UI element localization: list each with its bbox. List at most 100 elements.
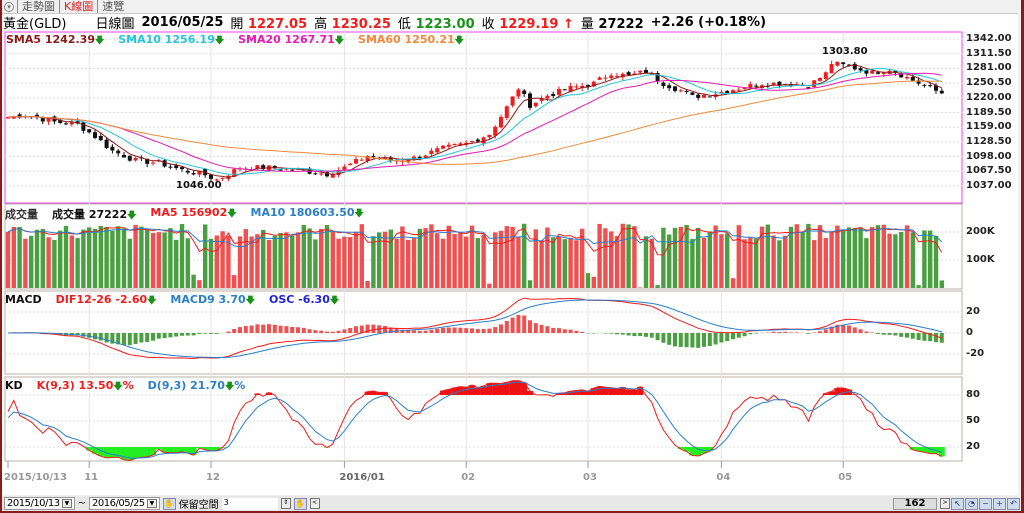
- candle-body: [330, 174, 335, 178]
- volume-bar: [690, 238, 695, 288]
- osc-bar: [876, 333, 880, 334]
- candle-body: [423, 155, 428, 159]
- volume-bar: [17, 227, 22, 288]
- osc-bar: [191, 333, 196, 336]
- scroll-left-button[interactable]: <: [309, 498, 320, 509]
- volume-bar: [34, 229, 40, 288]
- kd-oversold-fill: [202, 447, 209, 450]
- kd-oversold-fill: [921, 447, 928, 453]
- price-tick-label: 1189.50: [966, 106, 1012, 118]
- volume-bar: [290, 235, 295, 288]
- price-tick-label: 1311.50: [966, 47, 1012, 59]
- candle-body: [69, 122, 74, 125]
- kd-tick-label: 20: [966, 441, 980, 452]
- candle-body: [603, 77, 608, 79]
- down-arrow-icon: 🡇: [94, 36, 105, 46]
- start-date-picker[interactable]: 2015/10/13 ▼: [4, 497, 75, 510]
- volume-bar: [469, 225, 475, 288]
- kd-overbought-fill: [486, 383, 493, 395]
- candle-body: [806, 87, 811, 89]
- kd-overbought-fill: [567, 391, 574, 395]
- osc-bar: [922, 333, 927, 341]
- tab-trend[interactable]: 走勢圖: [17, 0, 59, 13]
- volume-bar: [730, 278, 736, 288]
- volume-bar: [643, 236, 649, 288]
- apply-icon[interactable]: ✋: [162, 497, 176, 510]
- up-arrow-icon: ↑: [562, 17, 574, 32]
- candle-body: [835, 61, 840, 66]
- kd-overbought-fill: [370, 391, 377, 395]
- volume-bar: [284, 232, 289, 288]
- macd-legend: MACD DIF12-26 -2.60🡇 MACD9 3.70🡇 OSC -6.30🡇: [5, 293, 339, 309]
- tab-overview[interactable]: 速覽: [97, 0, 128, 13]
- down-arrow-icon: 🡇: [354, 209, 364, 219]
- volume-bar: [933, 235, 939, 288]
- kd-overbought-fill: [445, 389, 452, 395]
- kd-overbought-fill: [637, 386, 644, 395]
- zoom-out-icon[interactable]: −: [979, 498, 992, 510]
- spinner-icon[interactable]: ⇕: [280, 498, 291, 509]
- osc-bar: [864, 331, 869, 333]
- candle-body: [661, 82, 666, 87]
- dropdown-icon[interactable]: ▼: [146, 499, 157, 508]
- osc-bar: [852, 327, 857, 333]
- volume-bar: [899, 231, 904, 288]
- dropdown-icon[interactable]: ▼: [61, 499, 72, 508]
- candle-body: [557, 88, 561, 95]
- low-annotation: 1046.00: [176, 180, 222, 191]
- undo-icon[interactable]: ↶: [1007, 498, 1020, 510]
- osc-bar: [417, 330, 422, 333]
- price-legend-item: SMA60 1250.21🡇: [358, 33, 464, 49]
- reserve-input[interactable]: 3: [221, 497, 278, 510]
- volume-bar: [87, 227, 92, 288]
- cursor-icon[interactable]: ↖: [951, 498, 964, 510]
- chart-type: 日線圖: [95, 17, 135, 32]
- kd-overbought-fill: [631, 389, 638, 395]
- kd-tick-label: 80: [966, 388, 980, 400]
- d-line: [7, 381, 942, 459]
- volume-bar: [684, 224, 689, 288]
- volume-bar: [162, 232, 167, 288]
- quote-date: 2016/05/25: [141, 15, 224, 30]
- volume-bar: [145, 229, 150, 288]
- clock-icon[interactable]: ◔: [965, 498, 978, 510]
- kd-oversold-fill: [132, 447, 139, 459]
- osc-bar: [481, 328, 486, 333]
- candle-body: [736, 89, 741, 91]
- candle-body: [406, 160, 411, 163]
- volume-bar: [150, 232, 156, 288]
- osc-bar: [307, 329, 312, 333]
- osc-bar: [203, 333, 208, 334]
- chart-tabs: ▾ 走勢圖 K線圖 速覽: [0, 0, 1018, 14]
- scroll-right-button[interactable]: >: [940, 498, 950, 509]
- volume-bar: [261, 229, 266, 288]
- x-tick-label: 05: [838, 472, 853, 483]
- candle-body: [435, 148, 440, 153]
- volume-bar: [185, 238, 190, 288]
- zoom-in-icon[interactable]: +: [993, 498, 1006, 510]
- osc-bar: [823, 329, 828, 333]
- volume-bar: [5, 231, 11, 288]
- osc-bar: [580, 331, 585, 333]
- volume-bar: [568, 237, 573, 288]
- osc-bar: [707, 333, 712, 347]
- end-date-picker[interactable]: 2016/05/25 ▼: [89, 497, 160, 510]
- candle-body: [388, 157, 393, 161]
- tab-kline[interactable]: K線圖: [59, 0, 97, 13]
- volume-bar: [75, 238, 80, 288]
- menu-circle-icon[interactable]: ▾: [4, 1, 14, 12]
- osc-bar: [412, 330, 416, 333]
- osc-bar: [383, 325, 387, 333]
- kd-oversold-fill: [167, 447, 174, 453]
- volume-bar: [498, 230, 504, 288]
- high-value: 1230.25: [331, 17, 391, 32]
- macd-tick-label: -20: [966, 348, 985, 359]
- candle-body: [864, 69, 869, 74]
- volume-bar: [365, 280, 370, 288]
- candle-body: [168, 166, 173, 168]
- kd-legend-item: D(9,3) 21.70🡇%: [148, 379, 246, 395]
- apply-reserve-icon[interactable]: ✋: [293, 497, 307, 510]
- volume-bar: [116, 226, 121, 288]
- kd-overbought-fill: [556, 393, 562, 395]
